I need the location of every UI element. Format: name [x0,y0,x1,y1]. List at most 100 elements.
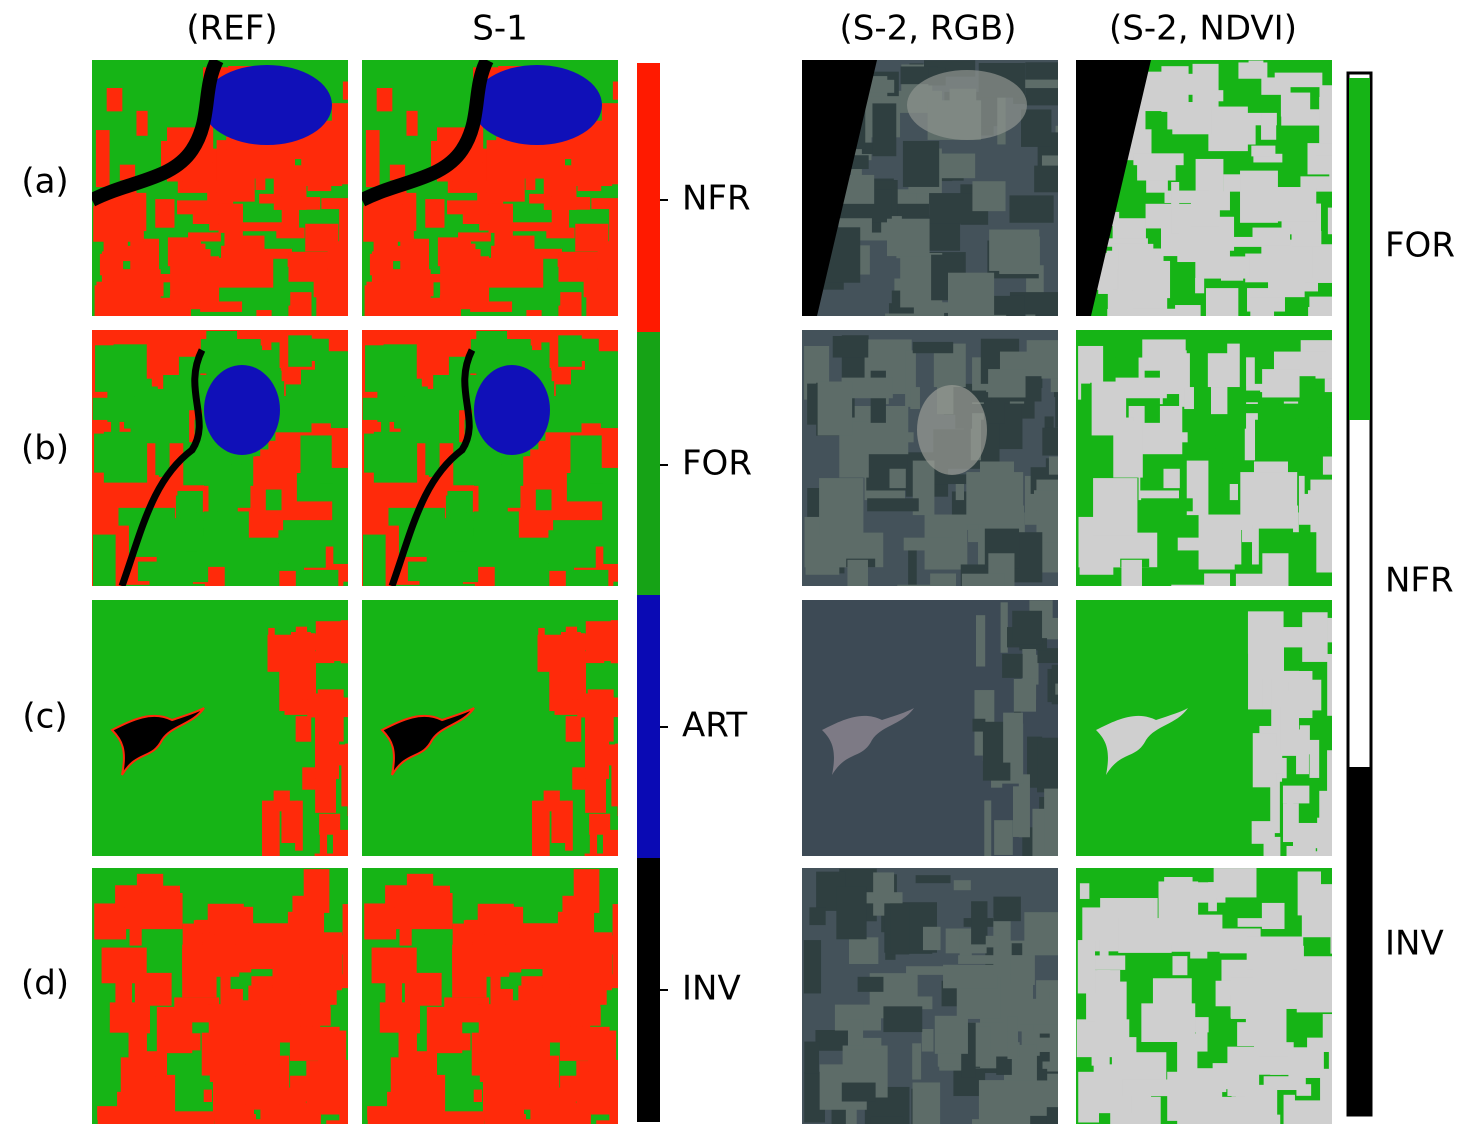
map-patch [561,632,581,699]
map-patch [243,1040,280,1064]
map-patch [1250,612,1275,679]
map-patch [425,439,433,475]
map-patch [1171,182,1179,233]
map-patch [467,244,475,290]
map-patch [607,754,631,765]
map-patch [1093,478,1137,535]
map-patch [889,469,905,488]
map-patch [381,418,390,474]
urban-area [472,65,602,145]
map-patch [903,141,939,187]
map-patch [976,615,985,666]
map-patch [449,502,471,513]
map-patch [302,339,329,361]
map-patch [349,744,360,766]
map-patch [916,875,951,883]
map-patch [470,358,484,374]
map-patch [584,651,604,663]
map-patch [971,901,987,944]
map-patch [179,502,201,513]
map-patch [1118,918,1171,953]
map-patch [504,222,556,231]
map-patch [474,1090,482,1102]
map-patch [114,344,147,396]
map-panel [92,60,404,371]
map-patch [1037,648,1070,663]
map-patch [1012,943,1023,955]
map-patch [1021,109,1051,146]
map-patch [546,197,590,210]
map-patch [596,1120,641,1125]
map-patch [167,1111,214,1124]
map-patch [387,1092,413,1124]
map-patch [1107,336,1143,358]
map-patch [427,1007,462,1053]
map-patch [215,1119,265,1125]
page: NFR FOR ART INV FOR NFR INV (REF) S-1 (S… [0,0,1475,1125]
colorbar-segment [637,858,660,1122]
map-patch [1297,956,1342,1012]
map-patch [125,893,183,929]
map-patch [518,552,531,590]
map-patch [993,897,1020,922]
map-patch [1302,612,1327,662]
column-header: (S-2, NDVI) [1109,9,1297,49]
map-patch [544,791,560,812]
map-patch [291,632,311,699]
map-patch [943,965,998,989]
map-patch [1153,978,1192,1014]
map-patch [913,1082,941,1125]
map-patch [1113,218,1146,239]
map-patch [1261,113,1276,140]
map-patch [538,558,549,606]
map-patch [1042,428,1076,456]
map-patch [536,490,552,511]
map-patch [337,754,361,765]
colorbar-segment [1349,767,1370,1114]
urban-area [917,385,987,475]
map-patch [1020,999,1066,1024]
map-patch [1251,146,1275,157]
map-patch [576,172,613,186]
map-patch [930,573,956,601]
map-patch [1298,871,1321,915]
map-panel [92,868,387,1125]
map-patch [234,222,286,231]
map-patch [305,224,338,252]
map-patch [1190,1097,1245,1125]
map-patch [1283,786,1309,804]
map-patch [374,236,398,255]
map-patch [1055,684,1066,695]
map-patch [182,945,239,977]
map-patch [447,200,492,214]
map-panel [92,600,386,910]
map-patch [387,269,431,317]
map-patch [266,490,282,511]
map-patch [1240,472,1297,524]
map-patch [401,425,411,471]
map-patch [935,1016,968,1054]
map-patch [1195,256,1249,278]
map-patch [136,111,147,136]
map-patch [479,450,501,499]
column-header: S-1 [472,9,527,49]
map-patch [377,88,393,111]
map-panel [1076,60,1376,367]
map-patch [1253,955,1293,982]
map-patch [611,758,622,806]
map-patch [560,292,581,325]
map-patch [809,907,825,925]
colorbar-segment [637,595,660,858]
map-patch [155,199,174,228]
map-patch [296,716,312,742]
map-patch [984,800,991,861]
map-patch [1300,725,1310,754]
map-patch [1261,77,1290,94]
map-patch [104,236,128,255]
map-patch [1232,125,1256,145]
map-patch [1316,428,1350,456]
map-patch [804,940,821,993]
map-patch [572,339,599,361]
map-patch [204,511,249,566]
map-patch [96,130,110,187]
